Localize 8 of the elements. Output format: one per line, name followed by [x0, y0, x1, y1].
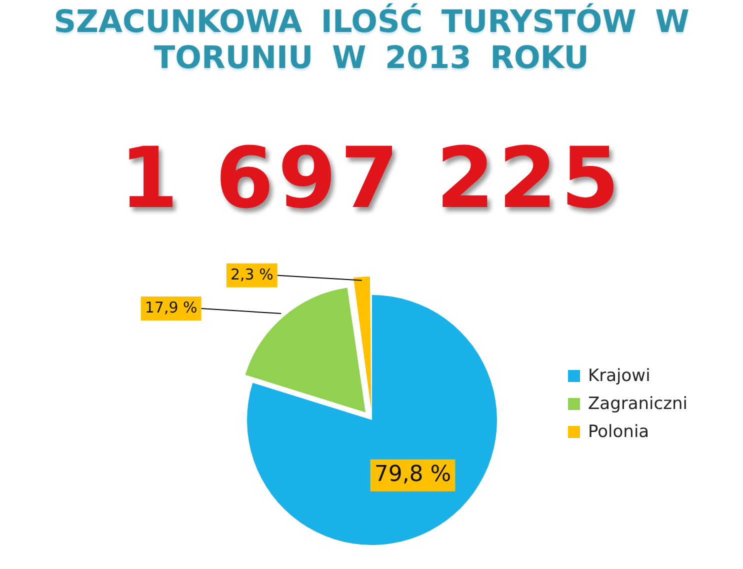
chart-subtitle: 1 697 225	[118, 128, 624, 228]
data-label: 79,8 %	[374, 462, 452, 488]
legend-label: Polonia	[588, 421, 650, 444]
chart-title: SZACUNKOWA ILOŚĆ TURYSTÓW W TORUNIU W 2013 ROKU	[52, 4, 690, 76]
legend-label: Zagraniczni	[588, 393, 688, 416]
legend-label: Krajowi	[588, 365, 650, 388]
data-label: 17,9 %	[144, 298, 198, 316]
data-label: 2,3 %	[230, 265, 274, 284]
